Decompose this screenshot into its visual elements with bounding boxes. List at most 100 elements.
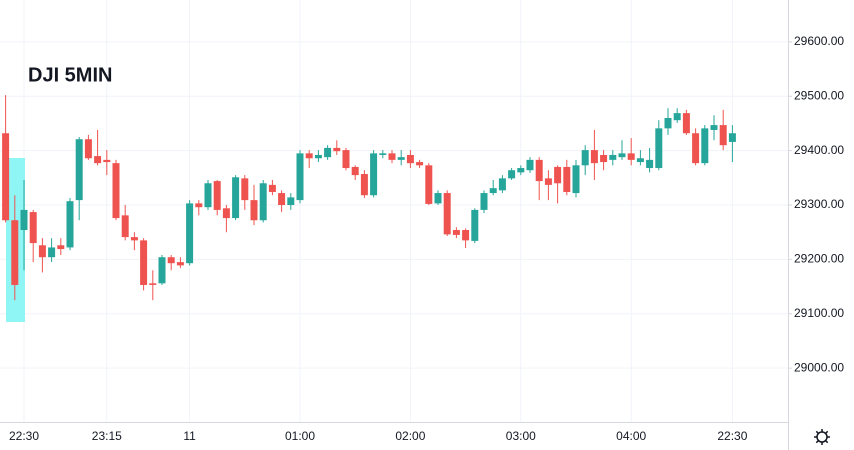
candle-body	[360, 174, 368, 196]
candle-body	[57, 245, 65, 250]
candle-body	[692, 133, 700, 164]
x-tick-label: 03:00	[506, 429, 536, 443]
candle-body	[416, 162, 424, 166]
chart-title: DJI 5MIN	[28, 64, 112, 86]
candle-body	[728, 133, 736, 142]
candle-body	[535, 159, 543, 182]
candle-body	[544, 178, 552, 185]
candle-body	[305, 153, 313, 159]
x-tick-label: 22:30	[717, 429, 747, 443]
y-tick-label: 29500.00	[794, 88, 844, 102]
x-tick-label: 22:30	[9, 429, 39, 443]
candle-body	[48, 247, 56, 258]
candle-body	[590, 150, 598, 164]
candle-body	[333, 147, 341, 152]
candle-body	[66, 201, 74, 248]
candle-body	[572, 165, 580, 194]
y-tick-label: 29200.00	[794, 252, 844, 266]
candle-body	[406, 154, 414, 164]
candle-body	[600, 154, 608, 163]
candle-body	[176, 262, 184, 266]
x-tick-label: 23:15	[92, 429, 122, 443]
x-tick-label: 01:00	[285, 429, 315, 443]
candle-body	[140, 240, 148, 285]
candle-body	[710, 125, 718, 130]
candle-body	[84, 139, 92, 159]
y-tick-label: 29600.00	[794, 34, 844, 48]
candle-body	[130, 237, 138, 241]
candle-body	[701, 128, 709, 164]
candle-body	[655, 128, 663, 169]
candle-body	[324, 147, 332, 158]
settings-icon[interactable]	[814, 429, 830, 445]
candle-body	[563, 166, 571, 192]
candle-body	[480, 193, 488, 210]
candle-body	[526, 159, 534, 171]
candle-body	[443, 193, 451, 235]
candle-body	[103, 159, 111, 163]
candle-body	[618, 153, 626, 158]
candle-body	[167, 257, 175, 264]
candle-body	[38, 245, 46, 258]
y-tick-label: 29400.00	[794, 143, 844, 157]
candle-body	[149, 283, 157, 285]
candle-body	[397, 157, 405, 160]
candle-body	[452, 230, 460, 235]
candle-body	[29, 212, 37, 244]
candle-body	[379, 153, 387, 155]
candle-body	[462, 230, 470, 241]
candle-body	[287, 197, 295, 206]
candle-body	[20, 209, 28, 231]
candle-body	[664, 118, 672, 129]
candle-body	[388, 153, 396, 160]
candle-body	[471, 209, 479, 241]
x-tick-label: 04:00	[616, 429, 646, 443]
candle-body	[673, 113, 681, 121]
candle-body	[213, 181, 221, 210]
candle-body	[351, 166, 359, 176]
candle-body	[517, 168, 525, 173]
x-tick-label: 11	[183, 429, 196, 443]
candle-body	[186, 203, 194, 264]
candle-body	[232, 177, 240, 219]
candle-body	[627, 153, 635, 160]
candle-body	[250, 200, 258, 221]
candle-body	[94, 156, 102, 164]
candle-body	[112, 163, 120, 219]
candle-body	[609, 154, 617, 160]
gear-teeth[interactable]	[814, 429, 830, 445]
candle-body	[370, 153, 378, 196]
candle-body	[296, 153, 304, 201]
candle-body	[259, 183, 267, 221]
candle-body	[554, 166, 562, 184]
candle-body	[195, 203, 203, 208]
candle-body	[425, 165, 433, 204]
candle-body	[508, 170, 516, 179]
x-tick-label: 02:00	[395, 429, 425, 443]
y-tick-label: 29300.00	[794, 197, 844, 211]
candle-body	[581, 150, 589, 166]
candle-body	[636, 158, 644, 163]
candle-body	[434, 193, 442, 204]
candle-body	[682, 113, 690, 134]
candle-body	[342, 150, 350, 169]
candle-body	[646, 159, 654, 169]
y-tick-label: 29100.00	[794, 306, 844, 320]
candle-body	[498, 178, 506, 191]
y-tick-label: 29000.00	[794, 360, 844, 374]
candle-body	[489, 188, 497, 194]
candle-body	[314, 154, 322, 159]
candle-body	[278, 193, 286, 206]
candle-body	[75, 139, 83, 201]
candle-body	[268, 184, 276, 192]
candle-body	[241, 178, 249, 201]
candle-body	[121, 215, 129, 238]
candle-body	[719, 125, 727, 146]
candle-body	[204, 183, 212, 208]
candle-body	[2, 133, 10, 221]
candle-body	[222, 208, 230, 219]
candle-body	[11, 220, 19, 285]
candle-body	[158, 257, 166, 284]
